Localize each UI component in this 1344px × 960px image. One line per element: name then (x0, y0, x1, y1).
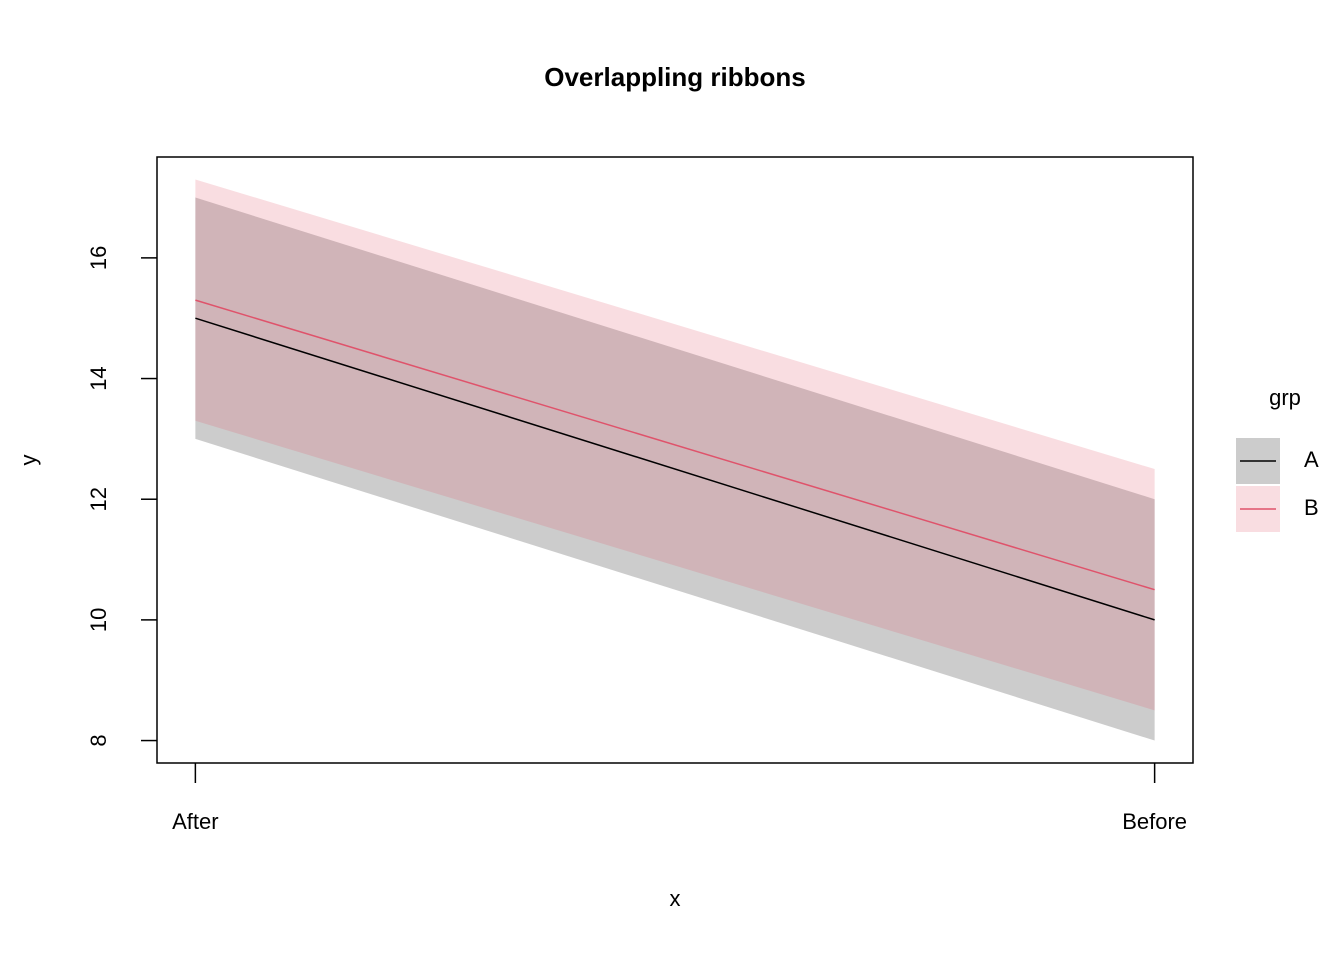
legend-label: A (1304, 447, 1319, 472)
y-tick-label: 14 (86, 366, 111, 390)
x-tick-label: After (172, 809, 218, 834)
chart-title: Overlappling ribbons (544, 62, 805, 92)
plot-border (156, 156, 1194, 764)
y-tick-label: 12 (86, 487, 111, 511)
x-axis-label: x (670, 886, 681, 911)
plot-area (195, 179, 1155, 741)
y-tick-label: 10 (86, 608, 111, 632)
y-tick-label: 16 (86, 246, 111, 270)
line (195, 317, 1155, 621)
legend-title: grp (1269, 385, 1301, 410)
legend-label: B (1304, 495, 1319, 520)
x-tick-label: Before (1122, 809, 1187, 834)
line (195, 299, 1155, 591)
y-tick-label: 8 (86, 734, 111, 746)
y-axis-label: y (16, 455, 41, 466)
